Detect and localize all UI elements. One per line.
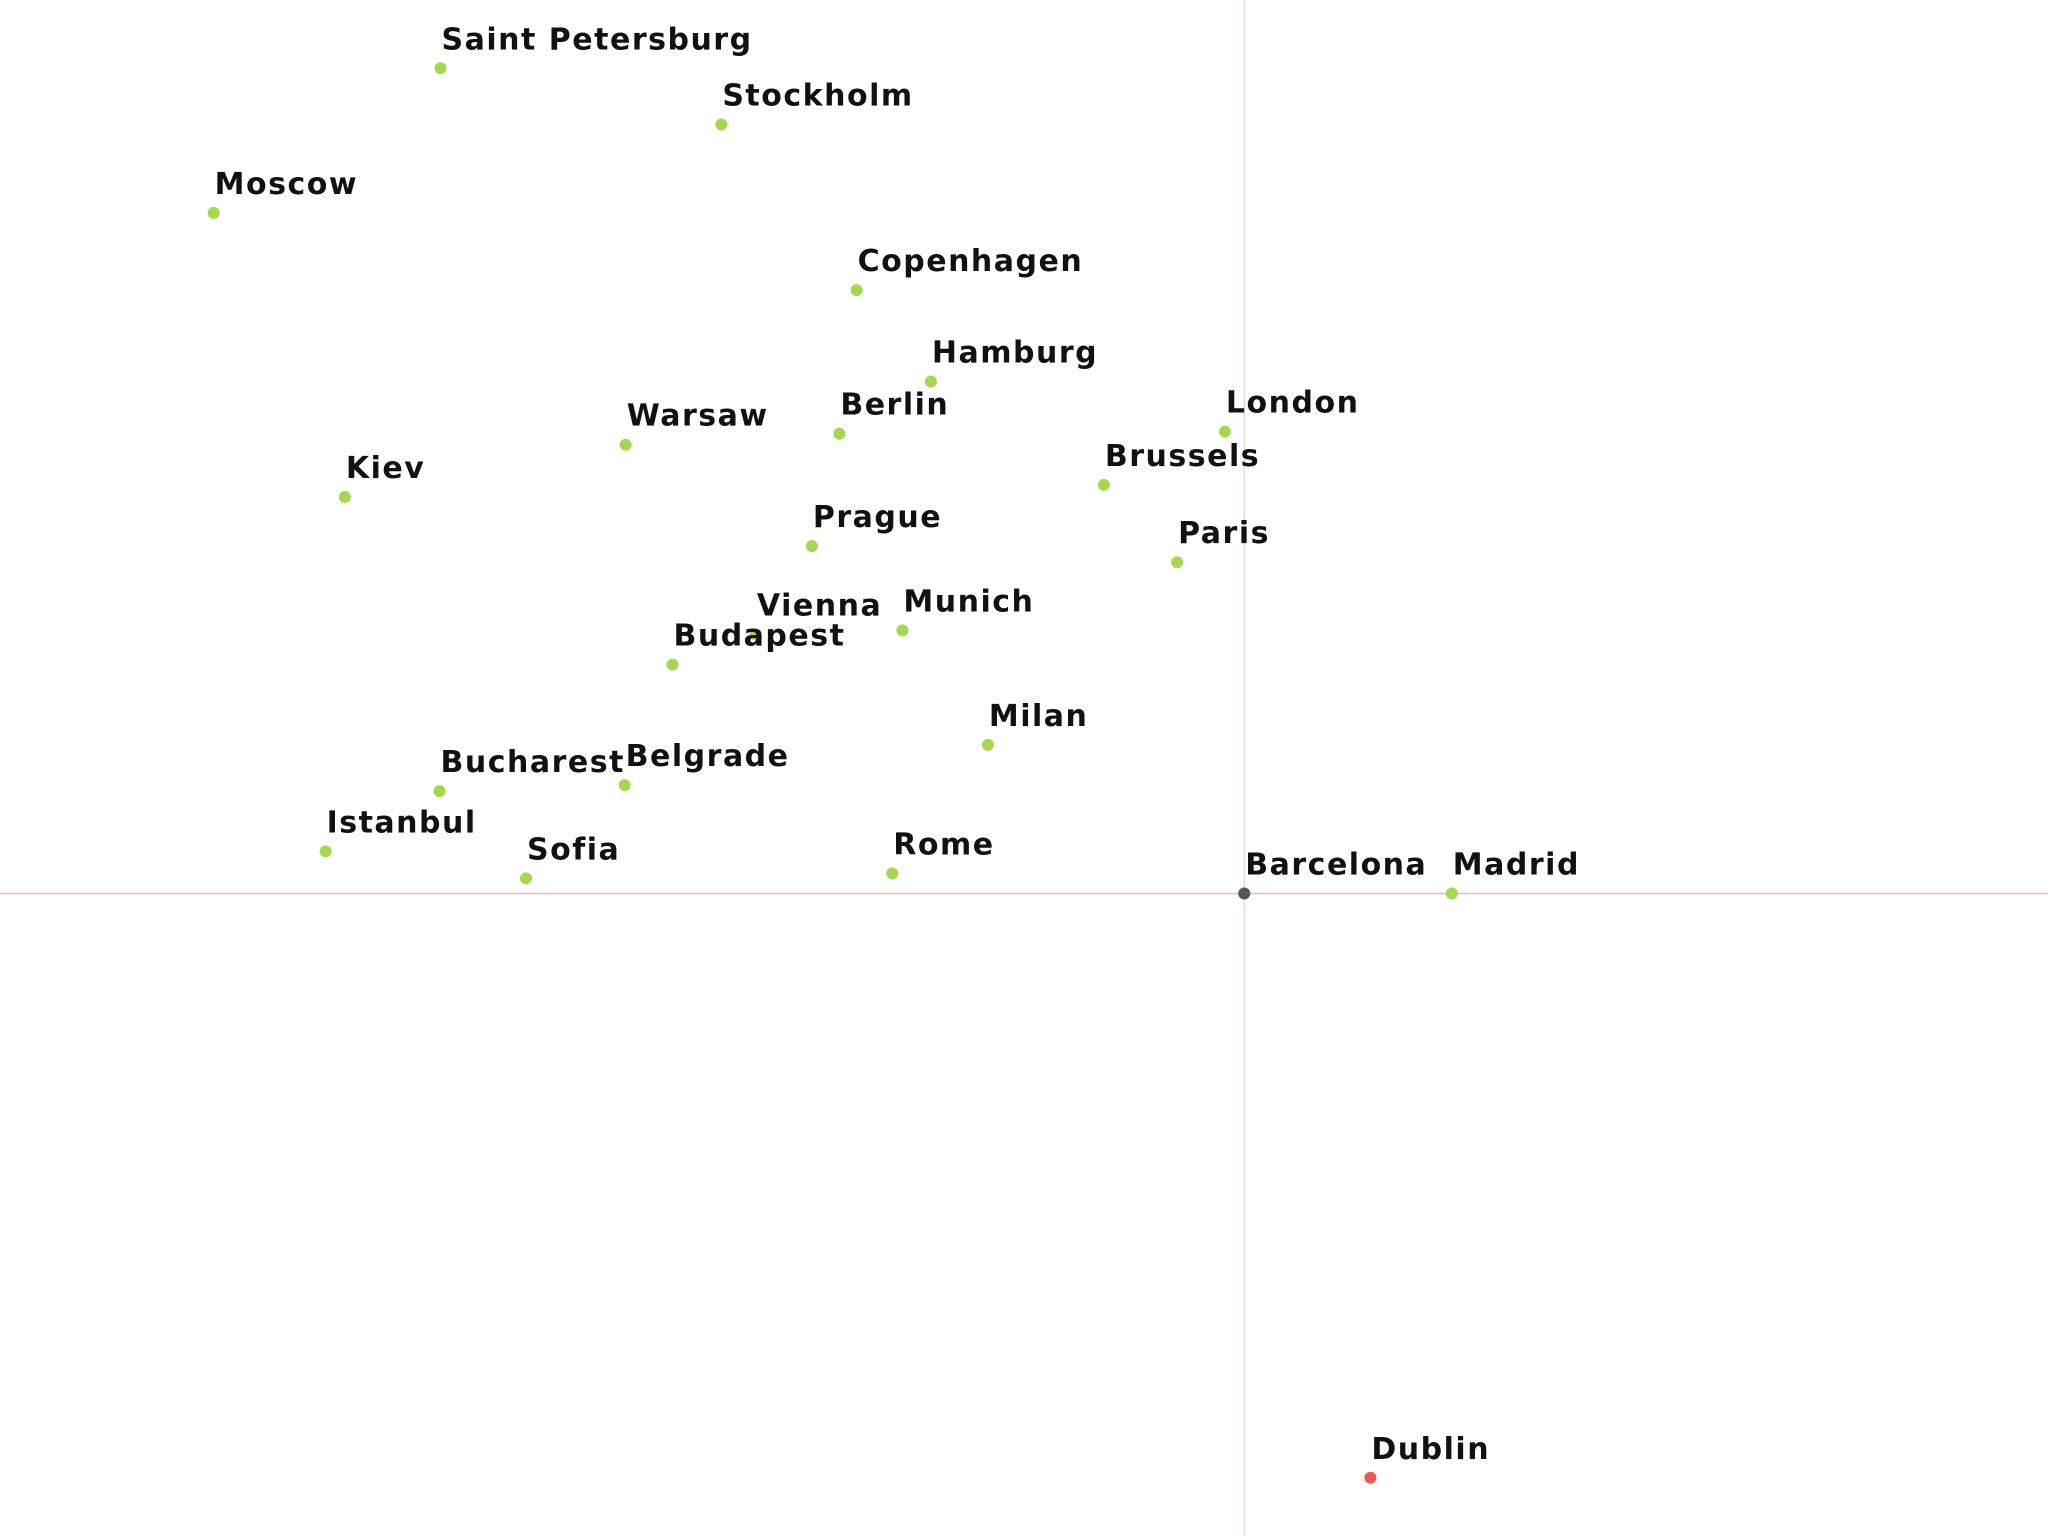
point-budapest <box>666 658 679 671</box>
point-bucharest <box>433 785 446 798</box>
point-copenhagen <box>850 284 863 297</box>
label-barcelona: Barcelona <box>1245 847 1427 882</box>
point-milan <box>981 738 994 751</box>
point-saint-petersburg <box>434 62 447 75</box>
label-istanbul: Istanbul <box>327 805 477 840</box>
label-saint-petersburg: Saint Petersburg <box>442 22 753 57</box>
point-moscow <box>207 206 220 219</box>
point-rome <box>886 867 899 880</box>
point-hamburg <box>924 375 937 388</box>
point-brussels <box>1097 478 1110 491</box>
label-rome: Rome <box>893 827 994 862</box>
point-stockholm <box>715 118 728 131</box>
label-milan: Milan <box>989 699 1089 734</box>
point-dublin <box>1364 1471 1377 1484</box>
label-kiev: Kiev <box>346 451 425 486</box>
point-london <box>1218 425 1231 438</box>
point-kiev <box>338 490 351 503</box>
label-paris: Paris <box>1178 516 1270 551</box>
label-hamburg: Hamburg <box>932 335 1098 370</box>
label-prague: Prague <box>813 500 942 535</box>
label-munich: Munich <box>903 584 1034 619</box>
point-berlin <box>833 427 846 440</box>
label-bucharest: Bucharest <box>441 745 625 780</box>
label-belgrade: Belgrade <box>626 739 790 774</box>
points-layer <box>207 62 1458 1484</box>
point-istanbul <box>319 845 332 858</box>
point-madrid <box>1445 887 1458 900</box>
point-vienna <box>749 628 762 641</box>
label-brussels: Brussels <box>1105 439 1260 474</box>
label-berlin: Berlin <box>840 388 949 423</box>
label-warsaw: Warsaw <box>627 399 769 434</box>
point-barcelona <box>1238 887 1251 900</box>
label-vienna: Vienna <box>757 588 882 623</box>
point-paris <box>1171 556 1184 569</box>
label-budapest: Budapest <box>673 619 845 654</box>
point-warsaw <box>619 438 632 451</box>
label-stockholm: Stockholm <box>722 78 913 113</box>
label-sofia: Sofia <box>527 832 620 867</box>
label-london: London <box>1226 386 1360 421</box>
label-copenhagen: Copenhagen <box>858 244 1084 279</box>
label-moscow: Moscow <box>215 167 358 202</box>
label-dublin: Dublin <box>1371 1432 1490 1467</box>
labels-layer: Saint Petersburg Stockholm Moscow Copenhage… <box>215 22 1580 1467</box>
point-munich <box>896 624 909 637</box>
point-belgrade <box>618 779 631 792</box>
point-sofia <box>519 872 532 885</box>
point-prague <box>805 540 818 553</box>
label-madrid: Madrid <box>1453 847 1580 882</box>
